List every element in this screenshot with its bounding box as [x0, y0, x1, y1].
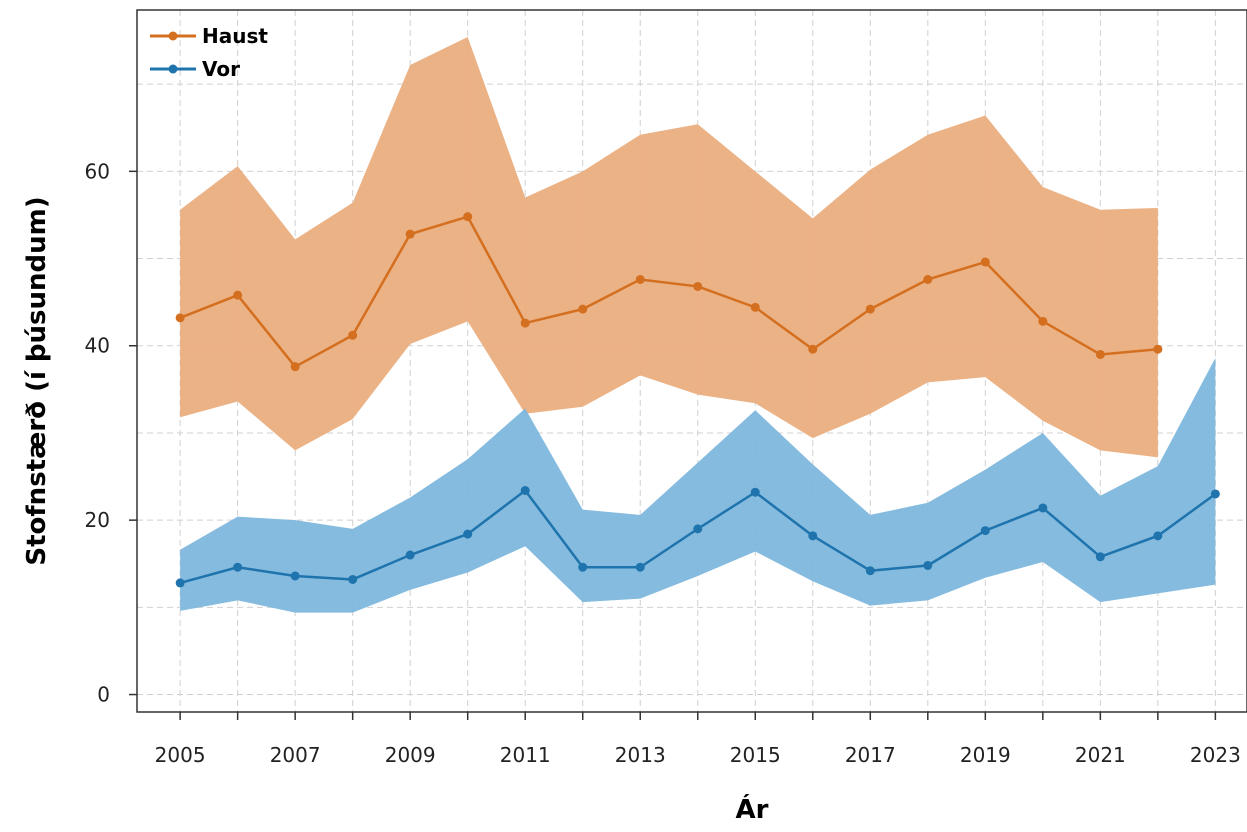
point-haust-2011: [520, 318, 530, 328]
point-haust-2019: [980, 257, 990, 267]
point-vor-2014: [693, 524, 703, 534]
legend-label-vor: Vor: [202, 57, 240, 81]
point-vor-2011: [520, 485, 530, 495]
point-haust-2022: [1153, 344, 1163, 354]
x-tick-label-2017: 2017: [845, 743, 896, 767]
point-vor-2013: [635, 562, 645, 572]
legend-label-haust: Haust: [202, 24, 268, 48]
point-haust-2005: [175, 313, 185, 323]
point-haust-2017: [865, 304, 875, 314]
y-axis-title: Stofnstærð (í þúsundum): [22, 196, 52, 565]
point-vor-2023: [1210, 489, 1220, 499]
point-vor-2005: [175, 578, 185, 588]
point-vor-2006: [233, 562, 243, 572]
x-tick-label-2007: 2007: [270, 743, 321, 767]
plot-frame: [136, 9, 1247, 713]
point-vor-2010: [463, 529, 473, 539]
point-haust-2010: [463, 212, 473, 222]
point-vor-2009: [405, 550, 415, 560]
y-tick-label-20: 20: [85, 508, 110, 532]
x-tick-label-2021: 2021: [1075, 743, 1126, 767]
x-tick-label-2011: 2011: [500, 743, 551, 767]
point-haust-2016: [808, 344, 818, 354]
point-haust-2009: [405, 229, 415, 239]
x-tick-label-2009: 2009: [385, 743, 436, 767]
point-haust-2007: [290, 362, 300, 372]
point-vor-2012: [578, 562, 588, 572]
point-haust-2020: [1038, 316, 1048, 326]
x-tick-label-2019: 2019: [960, 743, 1011, 767]
point-vor-2017: [865, 566, 875, 576]
point-haust-2006: [233, 290, 243, 300]
x-tick-label-2013: 2013: [615, 743, 666, 767]
point-haust-2021: [1095, 349, 1105, 359]
point-vor-2015: [750, 487, 760, 497]
legend-marker-haust: [168, 31, 178, 41]
point-vor-2020: [1038, 503, 1048, 513]
point-haust-2018: [923, 274, 933, 284]
point-vor-2019: [980, 526, 990, 536]
axes: 2005 2007 2009 2011 2013 2015 2017 2019 2021 2023…: [85, 159, 1241, 767]
point-vor-2007: [290, 571, 300, 581]
point-vor-2022: [1153, 531, 1163, 541]
point-haust-2015: [750, 302, 760, 312]
y-tick-label-40: 40: [85, 334, 110, 358]
point-vor-2016: [808, 531, 818, 541]
line-haust: [179, 215, 1158, 368]
x-axis-title: Ár: [736, 793, 769, 825]
point-haust-2008: [348, 330, 358, 340]
series-points: [175, 212, 1220, 588]
x-tick-label-2005: 2005: [155, 743, 206, 767]
x-tick-label-2023: 2023: [1190, 743, 1241, 767]
y-tick-label-60: 60: [85, 159, 110, 183]
band-haust: [180, 37, 1158, 458]
point-haust-2013: [635, 274, 645, 284]
point-haust-2014: [693, 281, 703, 291]
point-vor-2008: [348, 574, 358, 584]
point-vor-2021: [1095, 552, 1105, 562]
y-tick-label-0: 0: [97, 683, 110, 707]
point-vor-2018: [923, 560, 933, 570]
legend-marker-vor: [168, 64, 178, 74]
legend: Haust Vor: [150, 24, 268, 81]
x-tick-label-2015: 2015: [730, 743, 781, 767]
point-haust-2012: [578, 304, 588, 314]
